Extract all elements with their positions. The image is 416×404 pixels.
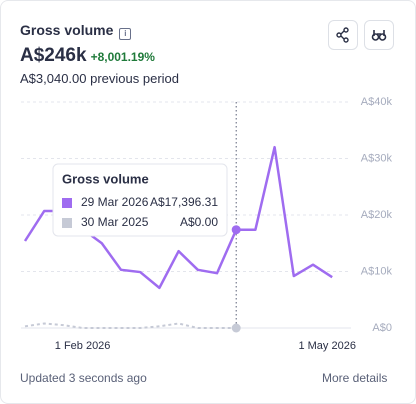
tooltip-box xyxy=(52,163,228,237)
x-tick-label: 1 May 2026 xyxy=(298,340,355,352)
binoculars-icon xyxy=(371,30,387,41)
tooltip-title: Gross volume xyxy=(62,171,149,186)
change: +8,001.19% xyxy=(90,50,155,64)
share-button[interactable] xyxy=(328,20,358,50)
previous-period: A$3,040.00 previous period xyxy=(20,71,180,86)
y-tick-label: A$0 xyxy=(372,322,392,334)
tooltip-swatch xyxy=(62,218,72,228)
title-text: Gross volume xyxy=(20,22,114,38)
tooltip-date: 29 Mar 2026 xyxy=(81,195,149,209)
series-line xyxy=(24,322,237,329)
share-icon xyxy=(336,27,349,43)
tooltip-value: A$0.00 xyxy=(180,215,218,229)
x-tick-label: 1 Feb 2026 xyxy=(55,340,111,352)
highlight-dot xyxy=(231,323,241,333)
y-tick-label: A$40k xyxy=(361,96,393,108)
explore-button[interactable] xyxy=(364,20,394,50)
y-tick-label: A$10k xyxy=(361,265,393,277)
title: Gross volume i xyxy=(20,22,132,40)
y-tick-label: A$30k xyxy=(361,152,393,164)
chart: A$0 A$10k A$20k A$30k A$40k 1 Feb 2026 1 May 2… xyxy=(21,96,393,352)
total-value: A$246k xyxy=(20,45,87,66)
info-icon[interactable]: i xyxy=(119,28,132,40)
more-details-link[interactable]: More details xyxy=(322,371,388,385)
value-row: A$246k +8,001.19% xyxy=(20,45,155,67)
tooltip-swatch xyxy=(62,198,72,208)
tooltip-date: 30 Mar 2025 xyxy=(81,215,149,229)
highlight-dot xyxy=(231,225,241,235)
updated-text: Updated 3 seconds ago xyxy=(20,371,147,385)
y-tick-label: A$20k xyxy=(361,209,393,221)
tooltip-value: A$17,396.31 xyxy=(150,195,218,209)
